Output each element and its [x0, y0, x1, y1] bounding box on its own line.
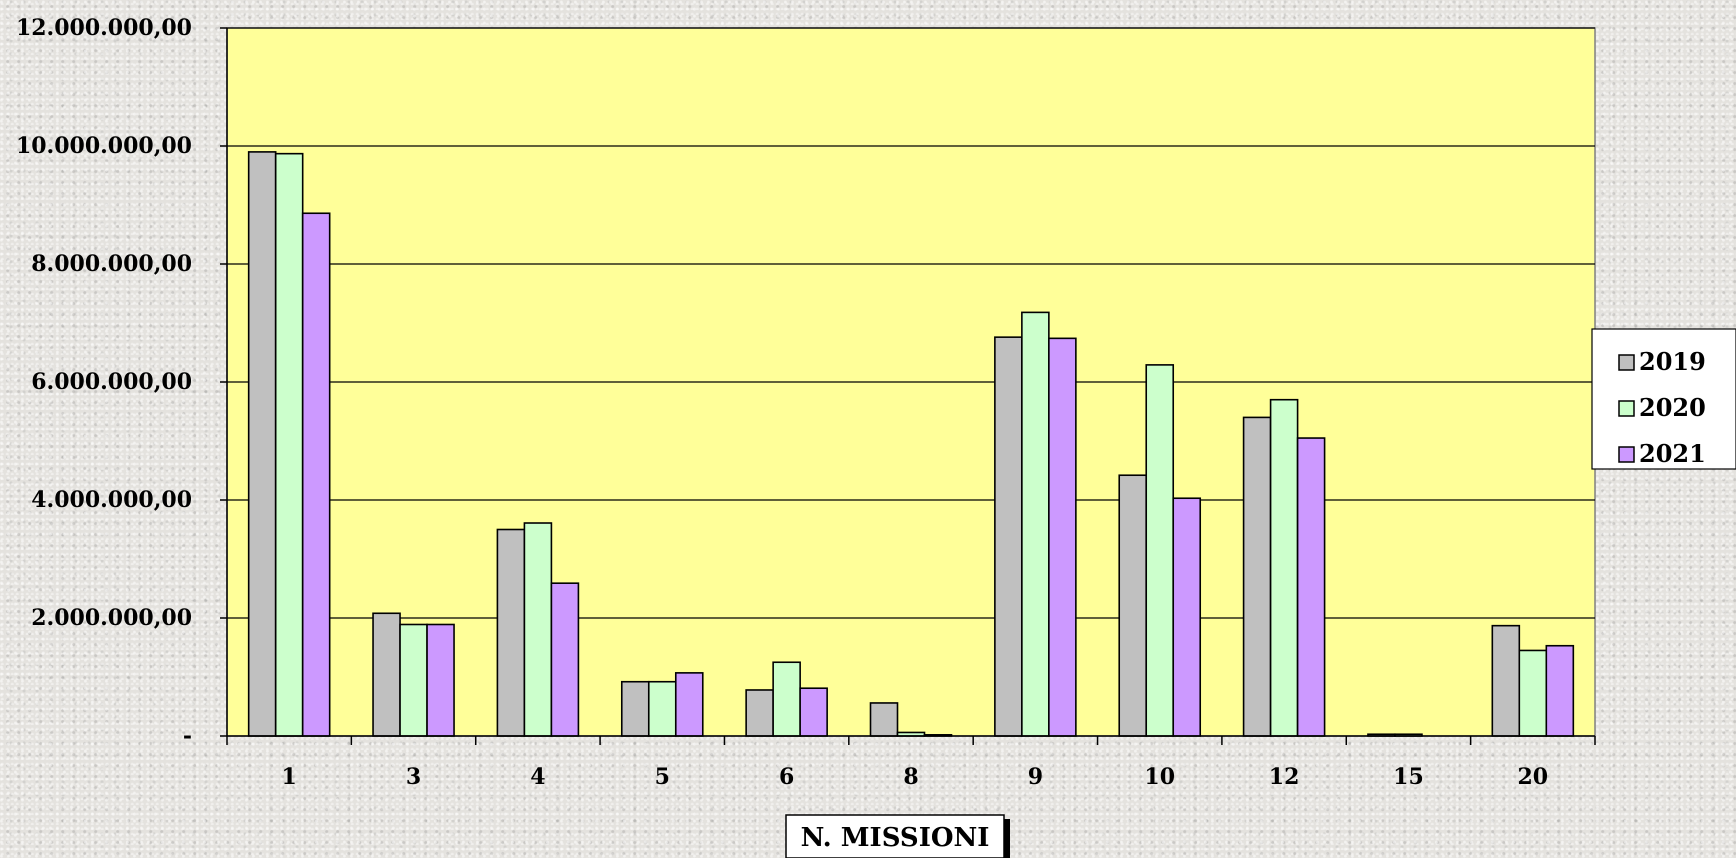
bar-2019-8 — [869, 702, 899, 737]
bar-2019-9 — [994, 336, 1023, 737]
bar-2021-4 — [550, 582, 580, 737]
bar-2020-9 — [1021, 311, 1050, 737]
x-axis-title-frame — [785, 814, 1005, 858]
legend-label-2020: 2020 — [1639, 393, 1706, 422]
bar-2019-20 — [1491, 624, 1521, 737]
legend-label-2021: 2021 — [1639, 439, 1706, 468]
x-tick-label: 4 — [530, 764, 545, 790]
bar-2021-6 — [799, 687, 828, 737]
x-axis-title-shadow — [1004, 819, 1010, 858]
y-tick-label: 8.000.000,00 — [31, 251, 192, 277]
legend-swatch-2020 — [1618, 400, 1635, 417]
legend: 2019 2020 2021 — [1591, 328, 1736, 470]
bar-2020-1 — [274, 152, 304, 737]
x-tick-label: 6 — [779, 764, 794, 790]
bar-2021-9 — [1048, 337, 1077, 737]
x-axis-tick-labels: 1 3 4 5 6 8 9 10 12 15 20 — [282, 764, 1549, 790]
bar-2019-10 — [1118, 474, 1148, 737]
y-tick-label: 6.000.000,00 — [31, 369, 192, 395]
bar-2021-1 — [301, 212, 331, 737]
x-tick-label: 1 — [282, 764, 297, 790]
bar-2020-4 — [523, 522, 553, 737]
legend-label-2019: 2019 — [1639, 347, 1706, 376]
x-tick-label: 10 — [1144, 764, 1175, 790]
x-tick-label: 12 — [1269, 764, 1300, 790]
bars — [247, 151, 1575, 737]
bar-2019-4 — [496, 528, 526, 737]
y-axis-tick-labels: - 2.000.000,00 4.000.000,00 6.000.000,00 8.0… — [16, 15, 192, 749]
bar-2021-20 — [1545, 644, 1575, 737]
grid-lines — [227, 27, 1595, 619]
bar-2020-5 — [647, 680, 677, 737]
bar-2019-5 — [620, 680, 650, 737]
x-tick-label: 9 — [1028, 764, 1043, 790]
x-tick-label: 3 — [406, 764, 421, 790]
legend-swatch-2021 — [1618, 446, 1635, 463]
x-axis-title: N. MISSIONI — [801, 823, 990, 853]
bar-2019-1 — [247, 151, 277, 737]
axes — [220, 27, 1596, 745]
bar-2019-3 — [372, 612, 401, 737]
bar-2021-3 — [426, 623, 455, 737]
bar-2021-12 — [1296, 437, 1326, 737]
x-tick-label: 20 — [1518, 764, 1549, 790]
x-tick-label: 5 — [655, 764, 670, 790]
y-tick-label: 10.000.000,00 — [16, 133, 192, 159]
bar-2021-5 — [674, 672, 704, 737]
legend-swatch-2019 — [1618, 354, 1635, 371]
y-tick-label: - — [183, 723, 192, 749]
bar-2019-6 — [745, 689, 774, 737]
x-tick-label: 15 — [1393, 764, 1424, 790]
bar-2021-10 — [1172, 497, 1202, 737]
bar-2019-12 — [1242, 416, 1272, 737]
bar-2020-12 — [1269, 398, 1299, 737]
y-tick-label: 4.000.000,00 — [31, 487, 192, 513]
bar-2020-10 — [1145, 364, 1175, 737]
x-axis-title-box: N. MISSIONI — [785, 814, 1010, 858]
x-tick-label: 8 — [903, 764, 918, 790]
bar-2020-3 — [399, 623, 428, 737]
bar-2020-20 — [1518, 649, 1548, 737]
legend-frame — [1591, 328, 1736, 470]
y-tick-label: 12.000.000,00 — [16, 15, 192, 41]
y-tick-label: 2.000.000,00 — [31, 605, 192, 631]
bar-2020-6 — [772, 661, 801, 737]
